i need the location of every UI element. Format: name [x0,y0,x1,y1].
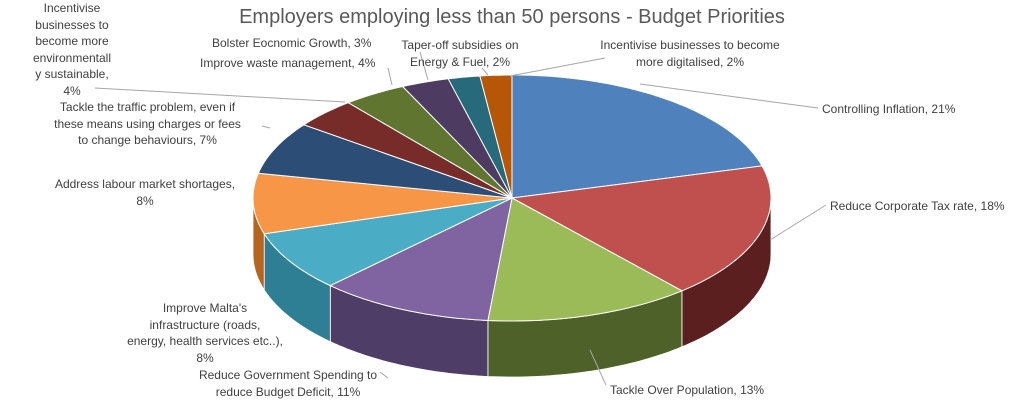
label-tackle-traffic: Tackle the traffic problem, even if thes… [40,99,255,149]
label-line: 8% [136,193,154,208]
label-line: 4% [63,83,81,98]
leader-line [769,204,827,241]
label-address-labour-market: Address labour market shortages, 8% [40,176,250,209]
label-reduce-corporate-tax: Reduce Corporate Tax rate, 18% [830,199,1005,213]
chart-title: Employers employing less than 50 persons… [239,6,785,28]
label-line: Tackle the traffic problem, even if [59,100,236,114]
label-taper-off-subsidies: Taper-off subsidies on Energy & Fuel, 2% [390,37,530,70]
pie-slice [479,74,513,199]
label-incentivise-digital: Incentivise businesses to become more di… [590,37,790,70]
label-line: energy, health services etc..), [127,334,283,348]
pie-slice [511,74,763,199]
pie-slice [510,165,772,292]
label-line: Taper-off subsidies on [401,38,519,52]
label-line: more digitalised, 2% [635,54,745,69]
label-bolster-growth: Bolster Eocnomic Growth, 3% [212,36,372,50]
label-line: Reduce Government Spending to [198,368,378,382]
leader-line [94,87,346,103]
label-line: y sustainable, [35,67,109,81]
label-line: reduce Budget Deficit, 11% [215,384,361,399]
label-improve-waste: Improve waste management, 4% [200,56,376,70]
label-tackle-over-population: Tackle Over Population, 13% [610,383,765,397]
pie-slice [401,78,513,199]
leader-line [261,125,271,129]
pie-slice [257,124,513,199]
leader-line [589,349,607,386]
leader-line [419,51,429,81]
label-improve-infrastructure: Improve Malta's infrastructure (roads, e… [110,300,300,366]
label-line: Improve Malta's [162,301,248,315]
pie-slice [252,172,513,235]
label-line: these means using charges or fees [54,116,241,131]
leader-line [639,83,819,109]
pie-side-walls [252,197,772,378]
label-line: 8% [196,350,214,365]
pie-slice [263,197,513,287]
pie-top-faces [252,74,772,322]
label-line: to change behaviours, 7% [78,133,217,147]
label-line: Energy & Fuel, 2% [409,54,511,69]
label-line: Incentivise [43,1,101,15]
label-incentivise-environment: Incentivise businesses to become more en… [20,0,124,99]
label-controlling-inflation: Controlling Inflation, 21% [822,102,956,116]
pie-slice [329,197,513,322]
pie-slice [487,197,684,322]
label-line: become more [35,34,109,48]
label-line: Address labour market shortages, [54,177,236,191]
leader-line [379,371,389,379]
label-line: Incentivise businesses to become [600,38,780,52]
leader-line [481,67,489,76]
leader-lines [94,51,827,386]
pie-slice [347,85,513,199]
pie-slice [447,75,513,199]
label-line: environmentall [32,50,112,65]
leader-line [387,67,393,86]
label-line: businesses to [35,17,109,32]
label-reduce-government-spending: Reduce Government Spending to reduce Bud… [192,367,384,400]
leader-line [509,57,606,77]
pie-slice [302,102,513,199]
label-line: infrastructure (roads, [149,317,261,332]
